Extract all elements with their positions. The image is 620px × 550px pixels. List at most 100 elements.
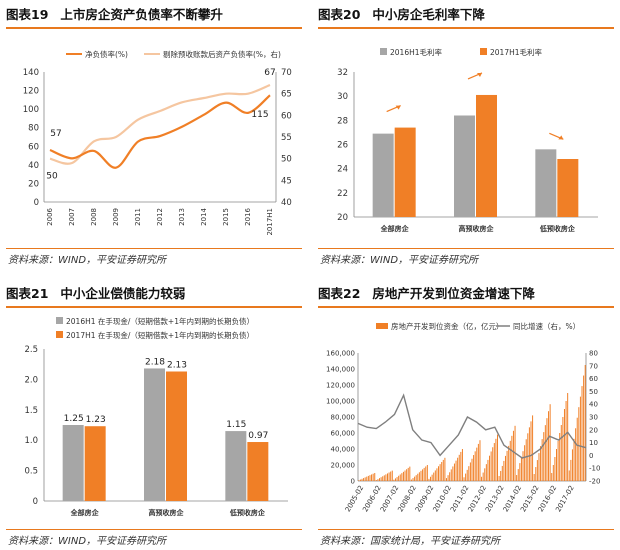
bar-funding <box>551 473 553 481</box>
bar-funding <box>479 440 481 481</box>
bar-funding <box>388 472 390 481</box>
y-tick-label-right: 50 <box>589 388 598 396</box>
x-tick-label: 2015 <box>222 208 230 226</box>
data-label: 2.18 <box>145 357 165 367</box>
panel-19: 图表19 上市房企资产负债率不断攀升 0 20 40 60 80 100 120 140 40 45… <box>6 4 302 266</box>
bar-funding <box>377 479 379 481</box>
panel-21-title-text: 中小企业偿债能力较弱 <box>60 286 186 301</box>
chart-22-funding: 0 20,000 40,000 60,000 80,000 100,000 120,000 1… <box>326 321 600 513</box>
trend-arrow-head <box>395 105 401 110</box>
panel-20-number: 图表20 <box>318 7 361 22</box>
bar-funding <box>487 459 489 481</box>
series-line-growth <box>357 393 587 459</box>
bar-funding <box>415 475 417 481</box>
bar-funding <box>469 462 471 481</box>
bar-funding <box>410 479 412 481</box>
bar-funding <box>546 418 548 481</box>
bar-2016h1 <box>454 115 475 217</box>
bar-funding <box>493 443 495 481</box>
bar-funding <box>434 470 436 481</box>
bar-funding <box>504 455 506 481</box>
panel-21-number: 图表21 <box>6 286 49 301</box>
legend-swatch-funding <box>376 323 388 329</box>
panel-21-source: 资料来源：WIND，平安证券研究所 <box>8 536 167 547</box>
bar-funding <box>363 478 365 481</box>
legend-swatch-2017h1 <box>56 331 63 338</box>
trend-arrow-head <box>558 135 564 140</box>
data-label: 57 <box>50 129 61 139</box>
bar-funding <box>544 425 546 481</box>
bar-funding <box>391 470 393 481</box>
bar-funding <box>535 467 537 481</box>
y-tick-label: 26 <box>337 141 348 151</box>
y-tick-label-left: 0 <box>351 478 355 486</box>
x-tick-label: 2013 <box>178 208 186 226</box>
bar-funding <box>511 435 513 481</box>
x-tick-label: 2011 <box>134 208 142 226</box>
bar-funding <box>576 417 578 481</box>
bar-funding <box>379 478 381 481</box>
bar-funding <box>428 478 430 481</box>
chart-19-asset-liability: 0 20 40 60 80 100 120 140 40 45 50 55 60 65 70 2006 2007… <box>23 49 292 236</box>
y-tick-label-left: 40,000 <box>331 446 356 454</box>
x-category-label: 低预收房企 <box>229 508 266 517</box>
bar-funding <box>417 473 419 481</box>
y-tick-label-left: 60,000 <box>331 430 356 438</box>
y-tick-label-right: -20 <box>589 478 600 486</box>
panel-19-title-rule <box>6 27 302 29</box>
bar-2017h1 <box>394 127 416 217</box>
chart-20-gross-margin: 20 22 24 26 28 30 32 全部房企 高预收房企 低预收房企 2016H1毛利率 201… <box>337 47 598 233</box>
bar-2017h1 <box>247 442 269 501</box>
bar-funding <box>438 466 440 481</box>
panel-21-title: 图表21 中小企业偿债能力较弱 <box>6 283 185 305</box>
data-label: 1.15 <box>226 420 246 430</box>
chart-21-solvency: 0 0.5 1.0 1.5 2.0 2.5 1.25 1.23 全部房企 2.18 2.13 高预收房… <box>24 316 288 517</box>
bar-funding <box>567 393 569 481</box>
bar-funding <box>477 443 479 481</box>
data-label: 67 <box>264 68 275 78</box>
bar-funding <box>525 439 527 481</box>
bar-funding <box>508 445 510 481</box>
bar-funding <box>445 478 447 481</box>
legend-label-2016h1: 2016H1毛利率 <box>390 47 442 57</box>
data-label: 50 <box>46 172 58 182</box>
bar-funding <box>570 459 572 481</box>
y-tick-label: 2.0 <box>24 375 38 385</box>
y-tick-label: 1.0 <box>24 436 38 446</box>
legend-label-growth: 同比增速（右，%） <box>513 321 580 331</box>
bar-funding <box>420 470 422 481</box>
legend-label-liability: 剔除预收账款后资产负债率(%，右) <box>163 49 281 59</box>
bar-funding <box>484 468 486 481</box>
x-tick-label: 2008 <box>90 208 98 226</box>
data-label: 115 <box>251 110 268 120</box>
bar-funding <box>423 467 425 481</box>
y-tick-label-right: 70 <box>281 68 292 78</box>
legend-label-funding: 房地产开发到位资金（亿，亿元） <box>391 321 504 331</box>
bar-funding <box>390 471 392 481</box>
bar-funding <box>473 455 475 481</box>
bar-funding <box>406 469 408 481</box>
legend-label-2017h1: 2017H1 在手现金/（短期借款+1年内到期的长期负债） <box>66 330 254 340</box>
bar-2016h1 <box>144 368 165 501</box>
data-label: 0.97 <box>248 431 268 441</box>
bar-funding <box>399 474 401 481</box>
bar-funding <box>554 457 556 481</box>
bar-funding <box>543 432 545 481</box>
y-tick-label-right: 40 <box>281 198 292 208</box>
panel-20-title-rule <box>318 27 614 29</box>
bar-funding <box>557 441 559 481</box>
y-tick-label-right: 60 <box>281 111 292 121</box>
bar-funding <box>396 477 398 481</box>
bar-funding <box>386 473 388 481</box>
bar-funding <box>565 401 567 481</box>
y-tick-label: 0 <box>33 497 38 507</box>
y-tick-label-left: 100 <box>23 105 39 115</box>
y-tick-label-right: 65 <box>281 90 292 100</box>
y-tick-label-left: 80,000 <box>331 414 356 422</box>
x-tick-label: 2012 <box>156 208 164 226</box>
legend-swatch-2016h1 <box>56 317 63 324</box>
y-tick-label-right: 80 <box>589 350 598 358</box>
bar-funding <box>394 478 396 481</box>
panel-19-source-rule <box>6 248 302 249</box>
bar-funding <box>468 466 470 481</box>
